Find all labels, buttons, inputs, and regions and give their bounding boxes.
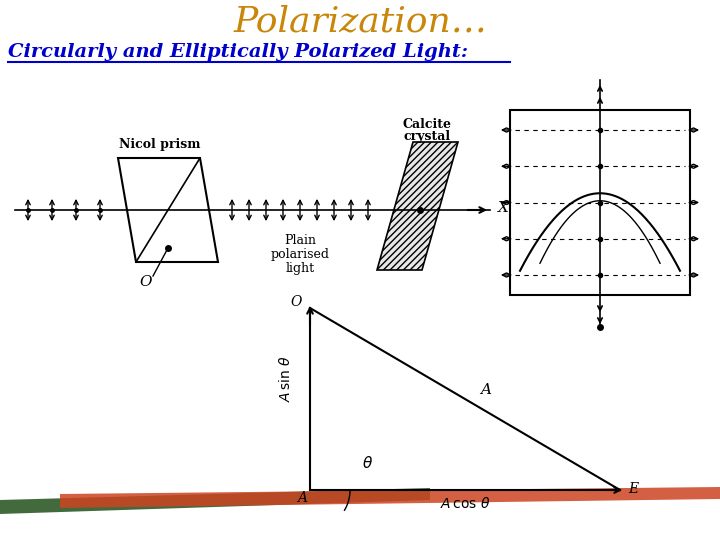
Text: A: A [297, 491, 307, 505]
Text: Nicol prism: Nicol prism [120, 138, 201, 151]
Text: polarised: polarised [271, 248, 330, 261]
Text: $A\,\sin\,\theta$: $A\,\sin\,\theta$ [277, 355, 292, 402]
Polygon shape [0, 488, 430, 514]
Text: Calcite: Calcite [402, 118, 451, 131]
Bar [510, 110, 690, 295]
Text: crystal: crystal [403, 130, 451, 143]
Text: Plain: Plain [284, 234, 316, 247]
Text: O: O [291, 295, 302, 309]
Text: Polarization…: Polarization… [233, 5, 487, 39]
Text: light: light [285, 262, 315, 275]
Text: $A\,\cos\,\theta$: $A\,\cos\,\theta$ [440, 496, 490, 511]
Text: Circularly and Elliptically Polarized Light:: Circularly and Elliptically Polarized Li… [8, 43, 468, 61]
Polygon shape [60, 487, 720, 508]
Text: X: X [498, 201, 509, 215]
Text: A: A [480, 383, 491, 397]
Text: $\theta$: $\theta$ [362, 455, 373, 471]
Text: O: O [140, 275, 152, 289]
Text: E: E [628, 482, 638, 496]
Polygon shape [377, 142, 458, 270]
